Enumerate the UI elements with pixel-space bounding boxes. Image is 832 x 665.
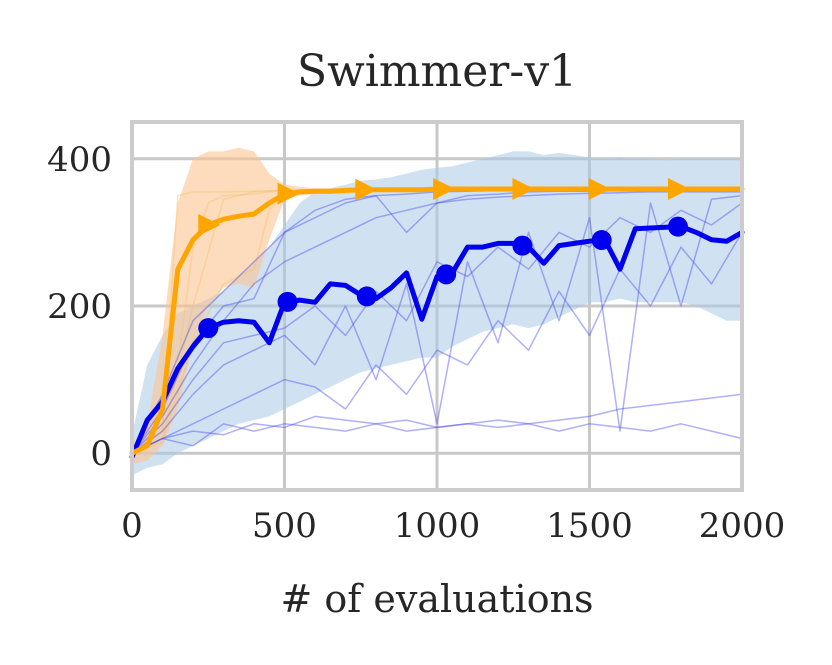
blue-marker [356,286,377,307]
x-tick-label: 1500 [546,506,633,546]
blue-marker [277,291,298,312]
x-tick-label: 1000 [394,506,481,546]
y-tick-labels: 0 200 400 [47,140,112,474]
blue-trial-line [131,393,743,454]
orange-marker [588,177,611,200]
x-tick-label: 2000 [699,506,786,546]
blue-marker [667,216,688,237]
blue-marker [436,264,457,285]
blue-trial-line [131,191,742,454]
y-tick-label: 400 [47,140,112,180]
orange-marker [355,178,378,201]
orange-band [132,147,742,465]
orange-marker [433,177,456,200]
plot-frame [130,120,744,492]
confidence-bands [132,147,742,476]
blue-trial-line [131,232,743,454]
y-tick-label: 200 [47,287,112,327]
blue-marker [198,318,219,339]
orange-marker [277,182,300,205]
blue-band [132,151,742,476]
blue-marker [512,235,533,256]
series-markers [198,177,690,339]
orange-marker [512,177,535,200]
blue-trial-line [131,194,743,454]
x-tick-labels: 0 500 1000 1500 2000 [121,506,785,546]
y-tick-label: 0 [90,434,112,474]
orange-marker [667,177,690,200]
blue-trial-line [131,419,743,454]
x-axis-label: # of evaluations [280,577,593,621]
chart-title: Swimmer-v1 [297,46,577,97]
x-tick-label: 500 [252,506,317,546]
orange-marker [198,214,221,237]
blue-marker [591,230,612,251]
x-tick-label: 0 [121,506,143,546]
